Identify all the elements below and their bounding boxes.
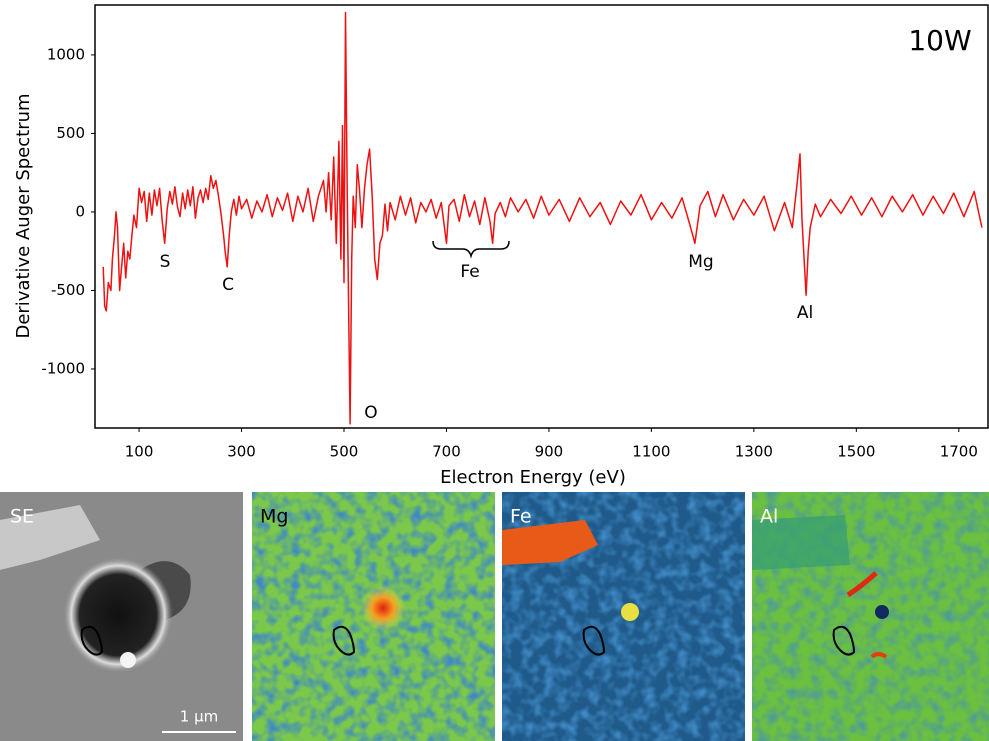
mg-map-image [252,492,495,741]
x-tick-label: 900 [535,443,564,461]
x-tick-label: 1700 [940,443,978,461]
se-image [0,492,243,741]
annotation: Fe [460,262,479,282]
x-tick-label: 100 [125,443,154,461]
y-axis-label: Derivative Auger Spectrum [13,93,34,338]
x-tick-label: 300 [227,443,256,461]
annotation: Mg [688,252,713,272]
annotation: O [364,403,377,423]
panel-label: Al [760,506,778,528]
y-tick-label: 0 [75,202,85,220]
y-tick-label: -500 [51,281,85,299]
annotation: S [160,252,171,272]
annotation: C [222,275,234,295]
fe-brace [432,240,510,259]
y-tick-label: 500 [56,124,85,142]
spectrum-line [102,11,983,425]
x-tick-label: 700 [432,443,461,461]
x-tick-label: 500 [330,443,359,461]
x-axis-label: Electron Energy (eV) [440,467,626,488]
x-tick-label: 1500 [837,443,875,461]
fe-map-image [502,492,745,741]
annotation: 10W [908,24,971,57]
y-tick-label: 1000 [47,45,85,63]
panel-label: SE [10,506,34,528]
panel-label: Mg [260,506,288,528]
x-tick-label: 1100 [632,443,670,461]
x-tick-label: 1300 [735,443,773,461]
al-map-image [752,492,989,741]
annotation: Al [797,303,813,323]
scale-bar-label: 1 µm [180,708,218,726]
plot-frame [94,4,989,429]
panel-label: Fe [510,506,532,528]
y-tick-label: -1000 [41,359,85,377]
